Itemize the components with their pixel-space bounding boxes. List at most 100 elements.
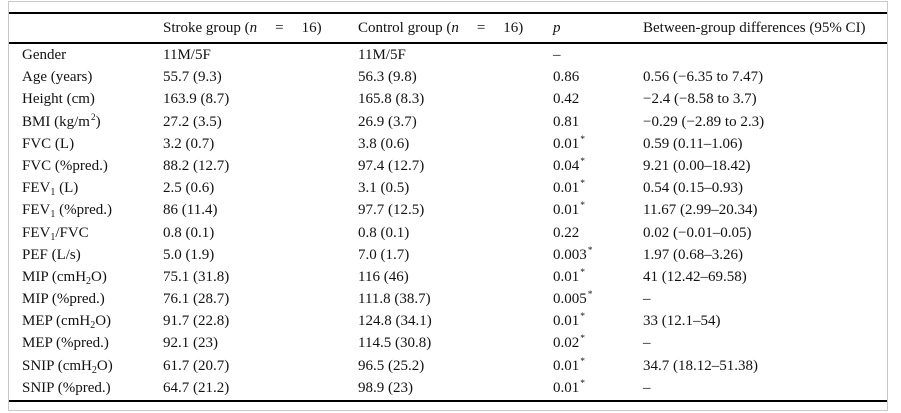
row-label: Gender — [22, 47, 67, 63]
control-value: 3.1 (0.5) — [358, 180, 410, 197]
table-row: SNIP (cmH2O) 61.7 (20.7) 96.5 (25.2) 0.01* 3… — [9, 355, 887, 377]
p-value: 0.22 — [553, 224, 580, 241]
table-header-row: Stroke group (n = 16) Control group (n = … — [9, 12, 887, 44]
difference-value: 0.02 (−0.01–0.05) — [643, 224, 752, 241]
difference-value: – — [643, 291, 651, 308]
differences-header: Between-group differences (95% CI) — [643, 20, 866, 36]
difference-value: – — [643, 335, 651, 352]
control-value: 7.0 (1.7) — [358, 246, 410, 263]
p-value: 0.01* — [553, 179, 585, 197]
p-value: 0.42 — [553, 91, 580, 108]
table-row: MIP (cmH2O) 75.1 (31.8) 116 (46) 0.01* 41 (1… — [9, 266, 887, 288]
p-value: 0.02* — [553, 334, 585, 352]
row-label: BMI (kg/m2) — [22, 112, 101, 130]
stroke-value: 76.1 (28.7) — [163, 291, 230, 308]
stroke-value: 5.0 (1.9) — [163, 246, 215, 263]
row-label: MEP (cmH2O) — [22, 313, 112, 332]
p-value: 0.04* — [553, 156, 585, 174]
table-row: Gender 11M/5F 11M/5F – — [9, 44, 887, 66]
row-label: FEV1 (L) — [22, 180, 79, 199]
row-label: MIP (cmH2O) — [22, 268, 107, 287]
difference-value: 0.54 (0.15–0.93) — [643, 180, 743, 197]
control-value: 116 (46) — [358, 268, 409, 285]
control-value: 3.8 (0.6) — [358, 135, 410, 152]
row-label: FEV1/FVC — [22, 224, 89, 243]
table-row: FVC (L) 3.2 (0.7) 3.8 (0.6) 0.01* 0.59 (0.11… — [9, 133, 887, 155]
stroke-value: 91.7 (22.8) — [163, 313, 230, 330]
stroke-value: 92.1 (23) — [163, 335, 218, 352]
control-value: 96.5 (25.2) — [358, 357, 425, 374]
row-label: SNIP (cmH2O) — [22, 357, 113, 376]
table-row: FEV1 (%pred.) 86 (11.4) 97.7 (12.5) 0.01* 11… — [9, 199, 887, 221]
control-value: 0.8 (0.1) — [358, 224, 410, 241]
p-value: 0.005* — [553, 290, 593, 308]
row-label: PEF (L/s) — [22, 246, 81, 263]
table-body: Gender 11M/5F 11M/5F – Age (years) 55.7 (9.3)… — [9, 44, 887, 402]
row-label: FEV1 (%pred.) — [22, 202, 112, 221]
stroke-value: 61.7 (20.7) — [163, 357, 230, 374]
difference-value: 34.7 (18.12–51.38) — [643, 357, 758, 374]
difference-value: 11.67 (2.99–20.34) — [643, 202, 758, 219]
table-row: Height (cm) 163.9 (8.7) 165.8 (8.3) 0.42 −2.… — [9, 88, 887, 110]
table-row: MIP (%pred.) 76.1 (28.7) 111.8 (38.7) 0.005… — [9, 288, 887, 310]
control-value: 165.8 (8.3) — [358, 91, 425, 108]
row-label: MEP (%pred.) — [22, 335, 109, 352]
table-row: FEV1 (L) 2.5 (0.6) 3.1 (0.5) 0.01* 0.54 (0.1… — [9, 177, 887, 199]
p-value: 0.01* — [553, 356, 585, 374]
p-value: 0.01* — [553, 312, 585, 330]
stroke-value: 55.7 (9.3) — [163, 69, 222, 86]
stroke-value: 88.2 (12.7) — [163, 157, 230, 174]
comparison-table: Stroke group (n = 16) Control group (n = … — [9, 12, 887, 402]
stroke-value: 64.7 (21.2) — [163, 379, 230, 396]
control-value: 124.8 (34.1) — [358, 313, 432, 330]
table-row: SNIP (%pred.) 64.7 (21.2) 98.9 (23) 0.01* – — [9, 377, 887, 399]
stroke-value: 86 (11.4) — [163, 202, 218, 219]
table-row: Age (years) 55.7 (9.3) 56.3 (9.8) 0.86 0.56 … — [9, 66, 887, 88]
control-value: 11M/5F — [358, 47, 406, 63]
table-row: FVC (%pred.) 88.2 (12.7) 97.4 (12.7) 0.04* 9… — [9, 155, 887, 177]
stroke-value: 3.2 (0.7) — [163, 135, 215, 152]
row-label: Height (cm) — [22, 91, 95, 108]
p-value: 0.003* — [553, 245, 593, 263]
table-row: BMI (kg/m2) 27.2 (3.5) 26.9 (3.7) 0.81 −0.29… — [9, 111, 887, 133]
table-figure: Stroke group (n = 16) Control group (n = … — [8, 1, 888, 411]
table-row: FEV1/FVC 0.8 (0.1) 0.8 (0.1) 0.22 0.02 (−0.0… — [9, 222, 887, 244]
control-value: 97.7 (12.5) — [358, 202, 425, 219]
p-value: 0.81 — [553, 113, 580, 130]
p-value: 0.01* — [553, 201, 585, 219]
difference-value: 1.97 (0.68–3.26) — [643, 246, 743, 263]
p-value-header: p — [553, 20, 561, 36]
p-value: 0.01* — [553, 267, 585, 285]
control-value: 111.8 (38.7) — [358, 291, 431, 308]
row-label: FVC (%pred.) — [22, 157, 108, 174]
difference-value: −2.4 (−8.58 to 3.7) — [643, 91, 757, 108]
table-row: PEF (L/s) 5.0 (1.9) 7.0 (1.7) 0.003* 1.97 (0… — [9, 244, 887, 266]
stroke-value: 2.5 (0.6) — [163, 180, 215, 197]
stroke-group-header: Stroke group (n = 16) — [163, 20, 322, 36]
difference-value: −0.29 (−2.89 to 2.3) — [643, 113, 765, 130]
control-value: 98.9 (23) — [358, 379, 413, 396]
difference-value: 0.56 (−6.35 to 7.47) — [643, 69, 764, 86]
difference-value: – — [643, 379, 651, 396]
stroke-value: 27.2 (3.5) — [163, 113, 222, 130]
stroke-value: 163.9 (8.7) — [163, 91, 230, 108]
control-value: 26.9 (3.7) — [358, 113, 417, 130]
stroke-value: 0.8 (0.1) — [163, 224, 215, 241]
row-label: FVC (L) — [22, 135, 75, 152]
difference-value: 9.21 (0.00–18.42) — [643, 157, 751, 174]
table-row: MEP (%pred.) 92.1 (23) 114.5 (30.8) 0.02* – — [9, 332, 887, 354]
control-value: 97.4 (12.7) — [358, 157, 425, 174]
p-value: – — [553, 47, 561, 63]
difference-value: 33 (12.1–54) — [643, 313, 721, 330]
control-value: 114.5 (30.8) — [358, 335, 432, 352]
table-row: MEP (cmH2O) 91.7 (22.8) 124.8 (34.1) 0.01* 3… — [9, 310, 887, 332]
difference-value: 41 (12.42–69.58) — [643, 268, 747, 285]
row-label: SNIP (%pred.) — [22, 379, 111, 396]
stroke-value: 75.1 (31.8) — [163, 268, 230, 285]
p-value: 0.86 — [553, 69, 580, 86]
control-group-header: Control group (n = 16) — [358, 20, 524, 36]
p-value: 0.01* — [553, 134, 585, 152]
stroke-value: 11M/5F — [163, 47, 211, 63]
row-label: MIP (%pred.) — [22, 291, 105, 308]
row-label: Age (years) — [22, 69, 93, 86]
